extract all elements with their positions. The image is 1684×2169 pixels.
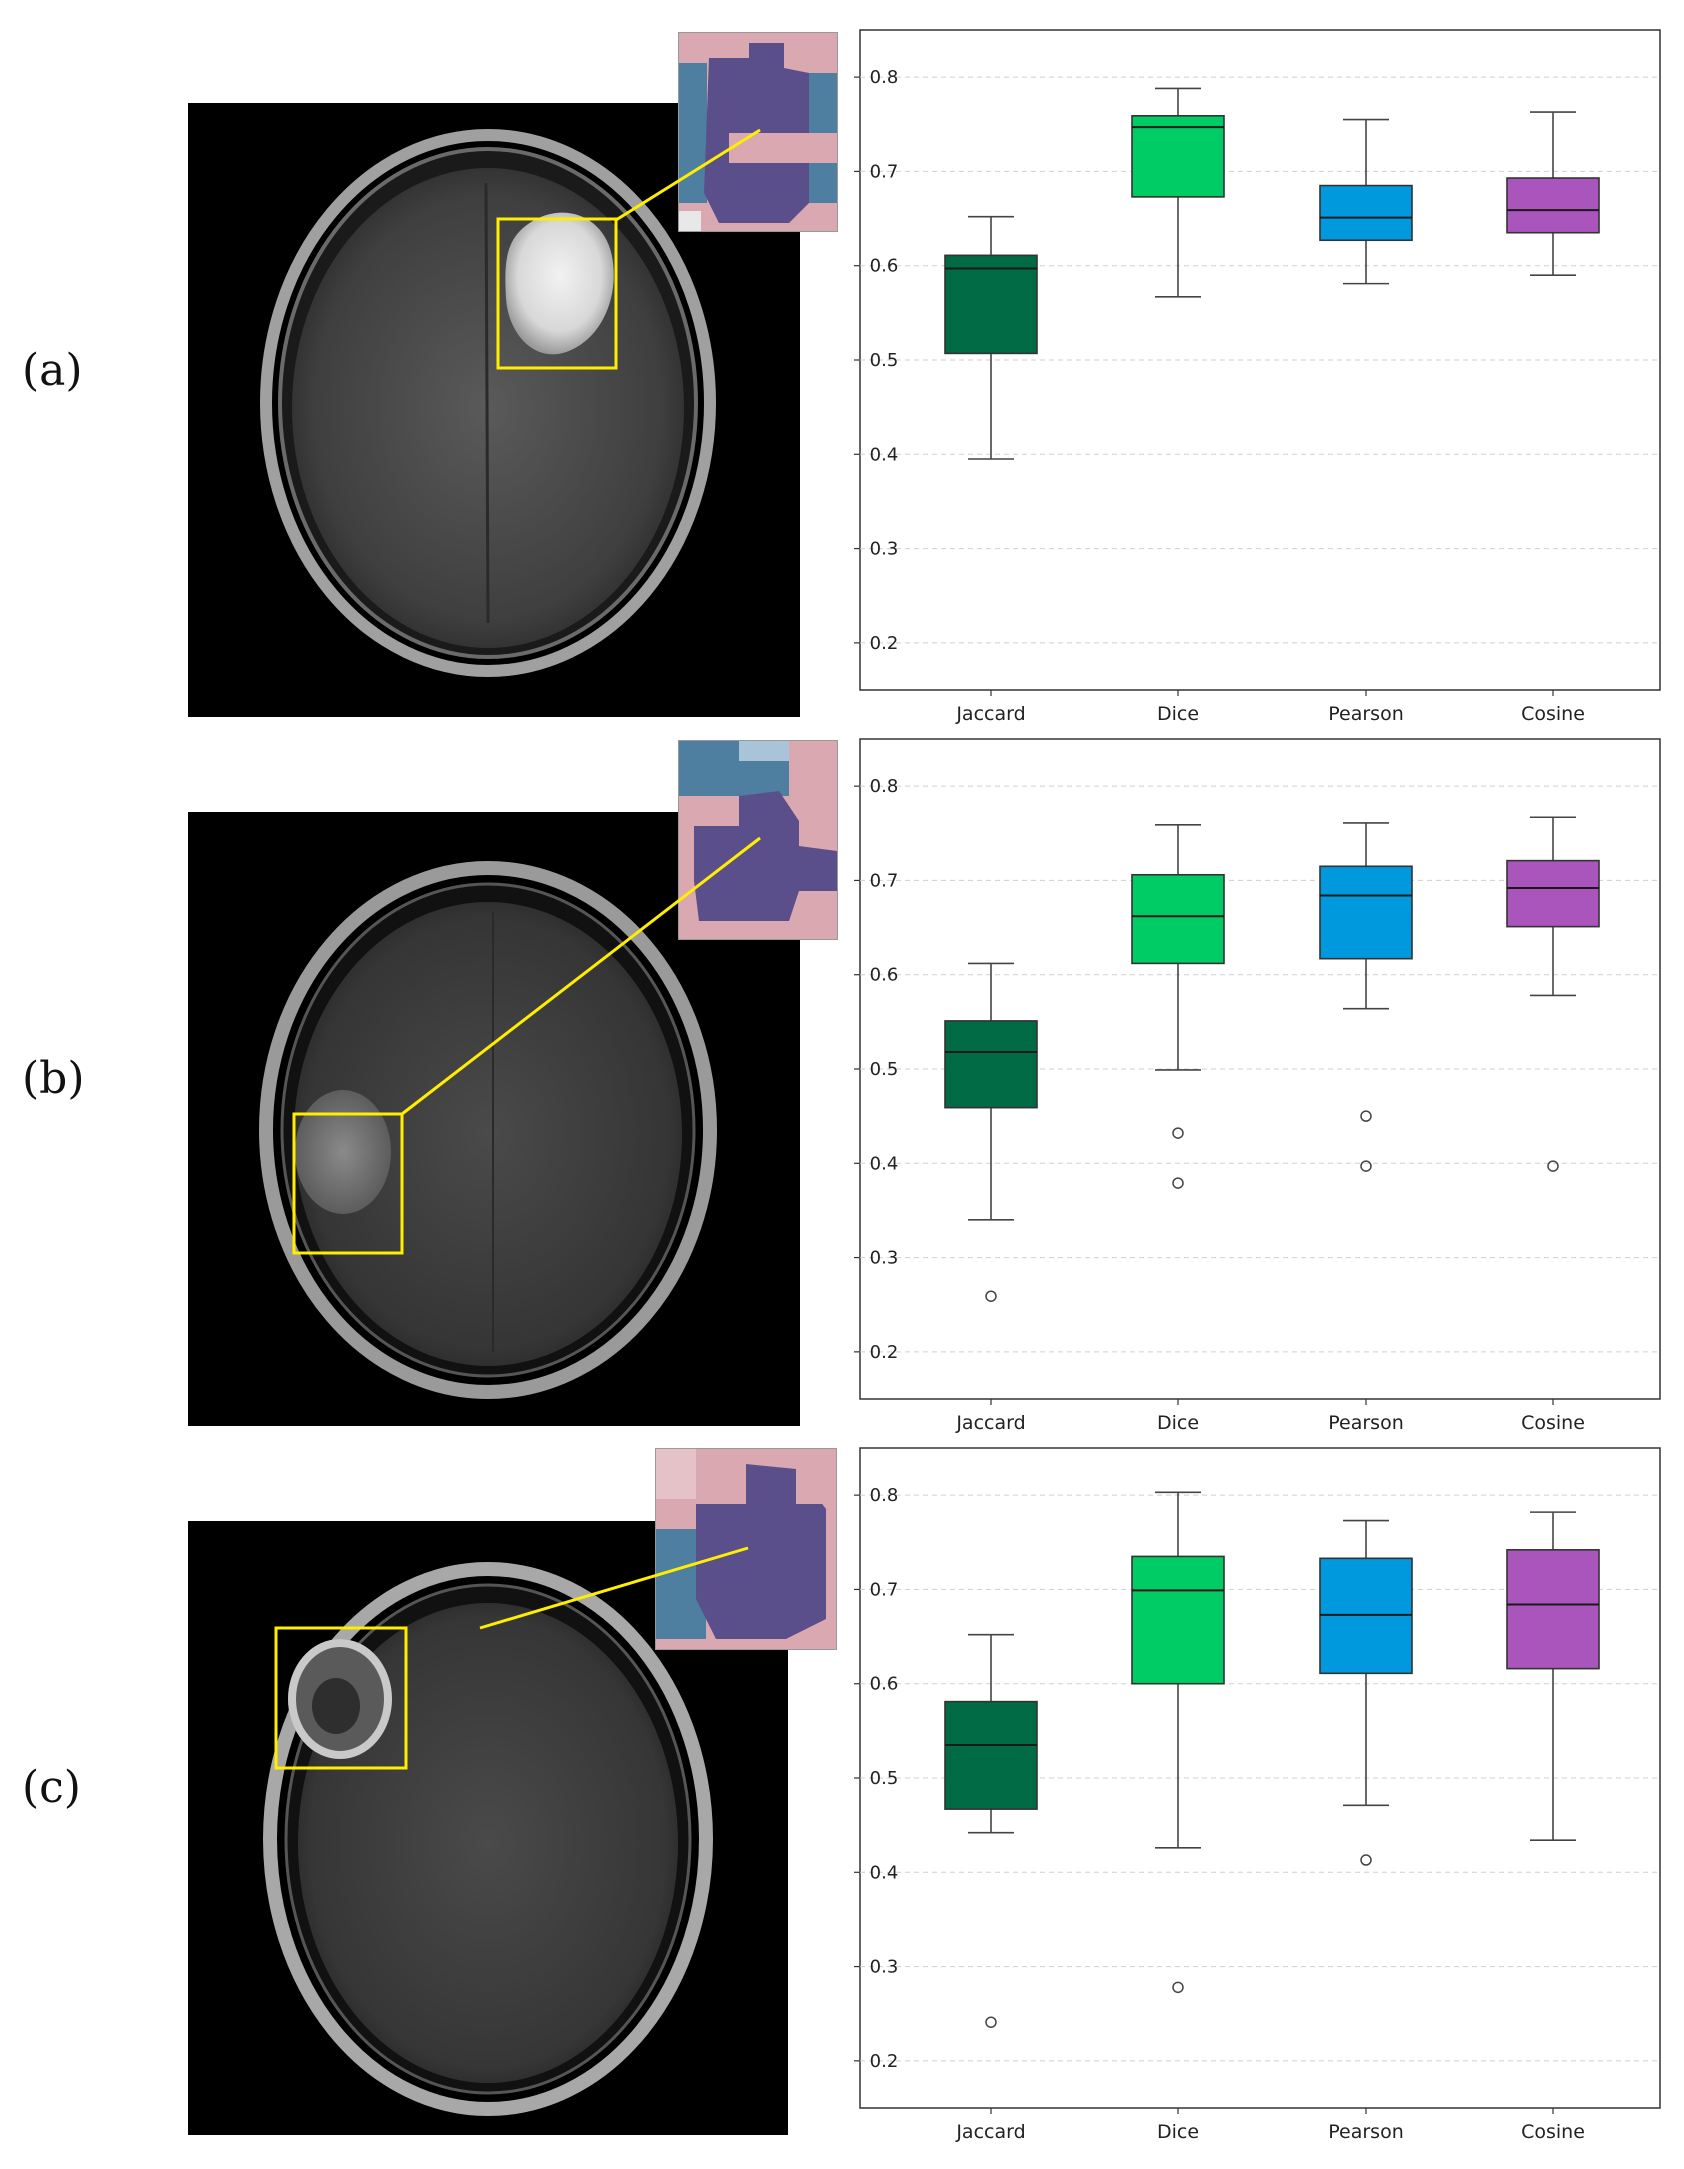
segmentation-inset-a bbox=[678, 32, 838, 232]
y-tick-label: 0.8 bbox=[870, 67, 899, 88]
box-pearson bbox=[1319, 118, 1413, 285]
outlier-point bbox=[1172, 1981, 1184, 1994]
y-tick-label: 0.8 bbox=[870, 1485, 899, 1506]
iqr-box bbox=[1131, 115, 1225, 198]
box-jaccard bbox=[944, 962, 1038, 1302]
box-chart-c: 0.2 0.3 0.4 0.5 0.6 0.7 0.8 Jaccard Dice Pearson C… bbox=[850, 1438, 1670, 2158]
iqr-box bbox=[1506, 859, 1600, 928]
box-cosine bbox=[1506, 111, 1600, 276]
x-tick-label: Cosine bbox=[1521, 703, 1585, 725]
box-jaccard bbox=[944, 1633, 1038, 2028]
outlier-point bbox=[985, 2016, 997, 2028]
y-tick-label: 0.5 bbox=[870, 350, 899, 371]
y-tick-label: 0.2 bbox=[870, 2051, 899, 2072]
y-tick-label: 0.4 bbox=[870, 1153, 899, 1174]
y-tick-label: 0.3 bbox=[870, 539, 899, 560]
outlier-point bbox=[1547, 1160, 1559, 1172]
segmentation-inset-b bbox=[678, 740, 838, 940]
iqr-box bbox=[1506, 177, 1600, 234]
box-cosine bbox=[1506, 1511, 1600, 1842]
box-chart-a: 0.2 0.3 0.4 0.5 0.6 0.7 0.8 Jaccard Dice Pearson C… bbox=[850, 20, 1670, 740]
y-tick-label: 0.7 bbox=[870, 870, 899, 891]
box-chart-b: 0.2 0.3 0.4 0.5 0.6 0.7 0.8 Jaccard Dice Pearson C… bbox=[850, 729, 1670, 1449]
box-pearson bbox=[1319, 822, 1413, 1172]
y-tick-label: 0.6 bbox=[870, 1674, 899, 1695]
panel-label-b: (b) bbox=[22, 1053, 85, 1104]
box-dice bbox=[1131, 824, 1225, 1189]
x-tick-label: Dice bbox=[1157, 1412, 1199, 1434]
iqr-box bbox=[944, 1700, 1038, 1810]
y-tick-label: 0.2 bbox=[870, 1342, 899, 1363]
x-tick-label: Jaccard bbox=[955, 703, 1025, 725]
y-tick-label: 0.4 bbox=[870, 444, 899, 465]
box-cosine bbox=[1506, 816, 1600, 1172]
iqr-box bbox=[1319, 865, 1413, 960]
panel-label-c: (c) bbox=[22, 1762, 81, 1813]
x-tick-label: Cosine bbox=[1521, 2121, 1585, 2143]
box-jaccard bbox=[944, 215, 1038, 460]
iqr-box bbox=[944, 1020, 1038, 1109]
y-tick-label: 0.5 bbox=[870, 1768, 899, 1789]
y-tick-label: 0.8 bbox=[870, 776, 899, 797]
y-tick-label: 0.3 bbox=[870, 1248, 899, 1269]
outlier-point bbox=[1360, 1854, 1372, 1866]
x-tick-label: Pearson bbox=[1328, 2121, 1404, 2143]
y-tick-label: 0.4 bbox=[870, 1862, 899, 1883]
outlier-point bbox=[1172, 1127, 1184, 1139]
box-dice bbox=[1131, 1491, 1225, 1994]
outlier-point bbox=[1172, 1177, 1184, 1189]
x-tick-label: Pearson bbox=[1328, 703, 1404, 725]
y-tick-label: 0.7 bbox=[870, 1579, 899, 1600]
y-tick-label: 0.5 bbox=[870, 1059, 899, 1080]
y-tick-label: 0.6 bbox=[870, 256, 899, 277]
iqr-box bbox=[1319, 184, 1413, 242]
y-tick-label: 0.7 bbox=[870, 161, 899, 182]
segmentation-inset-c bbox=[655, 1448, 837, 1650]
y-tick-label: 0.6 bbox=[870, 965, 899, 986]
y-tick-label: 0.3 bbox=[870, 1957, 899, 1978]
x-tick-label: Jaccard bbox=[955, 1412, 1025, 1434]
x-tick-label: Jaccard bbox=[955, 2121, 1025, 2143]
iqr-box bbox=[1131, 873, 1225, 965]
iqr-box bbox=[944, 254, 1038, 355]
outlier-point bbox=[1360, 1160, 1372, 1172]
x-tick-label: Cosine bbox=[1521, 1412, 1585, 1434]
box-dice bbox=[1131, 87, 1225, 298]
y-tick-label: 0.2 bbox=[870, 633, 899, 654]
x-tick-label: Pearson bbox=[1328, 1412, 1404, 1434]
x-tick-label: Dice bbox=[1157, 703, 1199, 725]
box-pearson bbox=[1319, 1519, 1413, 1866]
outlier-point bbox=[985, 1290, 997, 1302]
x-tick-label: Dice bbox=[1157, 2121, 1199, 2143]
outlier-point bbox=[1360, 1110, 1372, 1122]
iqr-box bbox=[1131, 1555, 1225, 1685]
iqr-box bbox=[1506, 1549, 1600, 1670]
panel-label-a: (a) bbox=[22, 345, 83, 396]
